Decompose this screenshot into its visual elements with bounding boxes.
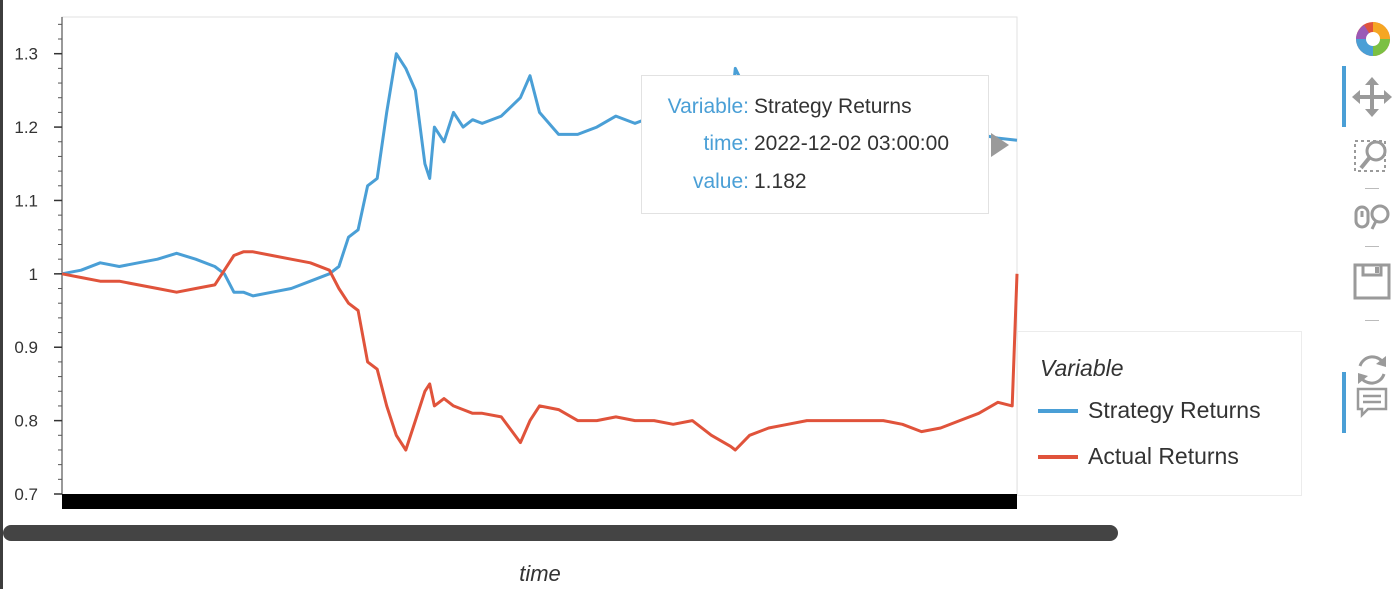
tooltip-key: Variable: xyxy=(667,95,749,118)
legend-label: Actual Returns xyxy=(1088,443,1239,469)
x-axis-tick-band xyxy=(62,494,1017,509)
y-axis: 0.7 0.8 0.9 1 1.1 1.2 1.3 xyxy=(14,17,63,504)
legend-swatch xyxy=(1038,409,1078,413)
y-tick-label: 1.2 xyxy=(14,118,38,137)
legend-item-actual-returns[interactable]: Actual Returns xyxy=(1038,443,1298,473)
legend-label: Strategy Returns xyxy=(1088,397,1261,423)
pan-icon[interactable] xyxy=(1352,77,1394,117)
x-axis-title: time xyxy=(519,561,561,586)
bokeh-logo-icon[interactable] xyxy=(1352,18,1394,58)
tooltip-value: 1.182 xyxy=(754,170,807,193)
hover-icon[interactable] xyxy=(1352,383,1394,423)
left-border xyxy=(0,0,3,589)
toolbar-separator xyxy=(1365,246,1379,247)
save-icon[interactable] xyxy=(1352,262,1394,302)
hover-active-indicator xyxy=(1342,372,1346,433)
pan-active-indicator xyxy=(1342,66,1346,127)
toolbar xyxy=(1340,0,1399,589)
y-tick-label: 1 xyxy=(29,265,38,284)
tooltip-row-variable: Variable: Strategy Returns xyxy=(642,95,990,123)
y-tick-label: 0.7 xyxy=(14,485,38,504)
y-tick-label: 0.8 xyxy=(14,412,38,431)
reset-icon[interactable] xyxy=(1352,350,1394,390)
legend: Variable Strategy Returns Actual Returns xyxy=(1017,331,1302,496)
box-zoom-icon[interactable] xyxy=(1352,135,1394,175)
y-tick-label: 0.9 xyxy=(14,338,38,357)
tooltip-row-time: time: 2022-12-02 03:00:00 xyxy=(642,132,990,160)
tooltip-key: time: xyxy=(703,132,749,155)
tooltip-key: value: xyxy=(692,170,749,193)
tooltip-row-value: value: 1.182 xyxy=(642,170,990,198)
hover-tooltip: Variable: Strategy Returns time: 2022-12… xyxy=(641,75,989,214)
toolbar-separator xyxy=(1365,188,1379,189)
toolbar-separator xyxy=(1365,320,1379,321)
wheel-zoom-icon[interactable] xyxy=(1352,197,1394,237)
tooltip-pointer-icon xyxy=(991,133,1009,157)
y-tick-label: 1.1 xyxy=(14,191,38,210)
y-tick-label: 1.3 xyxy=(14,45,38,64)
tooltip-value: 2022-12-02 03:00:00 xyxy=(754,132,949,155)
tooltip-value: Strategy Returns xyxy=(754,95,912,118)
legend-item-strategy-returns[interactable]: Strategy Returns xyxy=(1038,397,1298,427)
horizontal-scrollbar[interactable] xyxy=(3,525,1118,541)
legend-swatch xyxy=(1038,455,1078,459)
series-line-actual-returns[interactable] xyxy=(61,250,1019,452)
legend-title: Variable xyxy=(1040,355,1124,381)
